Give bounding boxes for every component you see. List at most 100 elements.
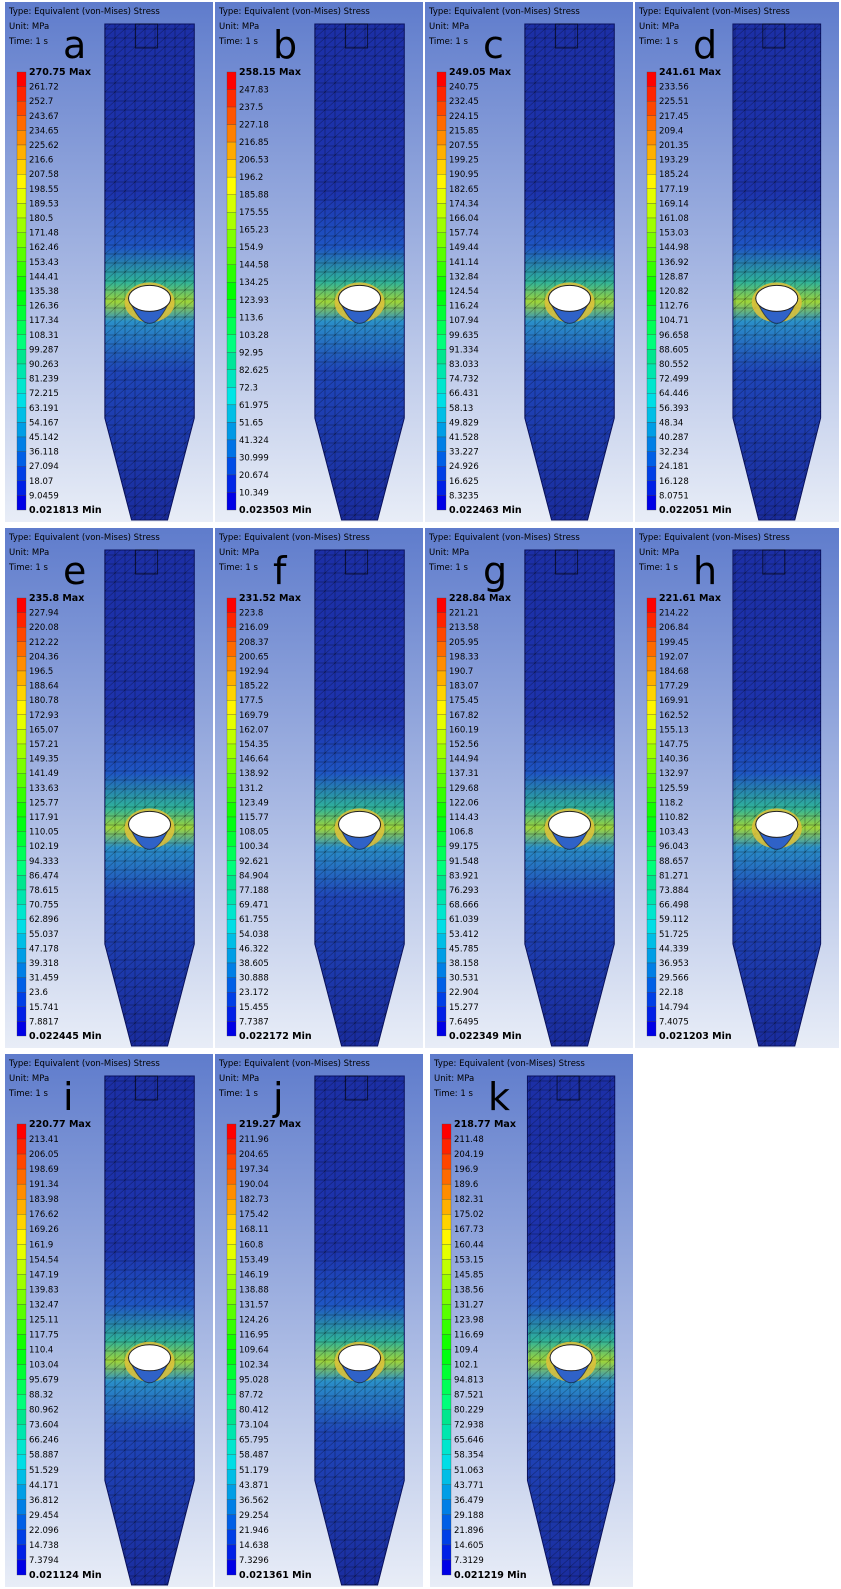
legend-label: 7.4075 xyxy=(659,1017,689,1027)
legend-swatch xyxy=(437,364,446,379)
legend-swatch xyxy=(227,1485,236,1500)
legend-label: 131.27 xyxy=(454,1300,484,1310)
legend-label: 206.53 xyxy=(239,156,269,166)
legend-label: 154.54 xyxy=(29,1255,59,1265)
legend-label: 99.635 xyxy=(449,331,479,341)
legend-label: 182.31 xyxy=(454,1195,484,1205)
legend-label: 146.19 xyxy=(239,1270,269,1280)
legend-label: 177.19 xyxy=(659,185,689,195)
legend-swatch xyxy=(17,291,26,306)
legend-label: 125.77 xyxy=(29,798,59,808)
legend-swatch xyxy=(17,759,26,774)
legend-label: 108.05 xyxy=(239,828,269,838)
result-time: Time: 1 s xyxy=(428,563,468,573)
result-unit: Unit: MPa xyxy=(219,22,259,32)
legend-swatch xyxy=(437,393,446,408)
result-unit: Unit: MPa xyxy=(219,1074,259,1084)
legend-label: 180.78 xyxy=(29,696,59,706)
legend-swatch xyxy=(227,352,236,370)
legend-swatch xyxy=(227,1425,236,1440)
legend-swatch xyxy=(647,364,656,379)
result-unit: Unit: MPa xyxy=(429,548,469,558)
legend-label: 36.118 xyxy=(29,448,59,458)
result-type: Type: Equivalent (von-Mises) Stress xyxy=(218,7,370,17)
legend-label: 15.277 xyxy=(449,1003,479,1013)
specimen-mesh xyxy=(105,1076,194,1585)
legend-swatch xyxy=(17,1169,26,1184)
legend-label: 68.666 xyxy=(449,901,479,911)
legend-label: 110.05 xyxy=(29,828,59,838)
legend-label: 117.34 xyxy=(29,316,59,326)
legend-label: 209.4 xyxy=(659,126,683,136)
legend-label: 92.95 xyxy=(239,348,263,358)
legend-swatch xyxy=(437,715,446,730)
legend-label: 41.528 xyxy=(449,433,479,443)
legend-swatch xyxy=(437,978,446,993)
panel-letter: c xyxy=(483,23,504,67)
legend-swatch xyxy=(437,1007,446,1022)
legend-swatch xyxy=(647,686,656,701)
legend-swatch xyxy=(647,422,656,437)
legend-swatch xyxy=(647,101,656,116)
legend-swatch xyxy=(442,1199,451,1214)
legend-swatch xyxy=(17,846,26,861)
legend-label: 167.82 xyxy=(449,711,479,721)
legend-label: 249.05 Max xyxy=(449,67,511,78)
legend-swatch xyxy=(227,1365,236,1380)
legend-label: 51.179 xyxy=(239,1466,269,1476)
legend-label: 175.02 xyxy=(454,1210,484,1220)
legend-swatch xyxy=(227,1380,236,1395)
legend-swatch xyxy=(437,817,446,832)
legend-label: 139.83 xyxy=(29,1285,59,1295)
legend-label: 7.7387 xyxy=(239,1017,269,1027)
legend-label: 211.96 xyxy=(239,1135,269,1145)
legend-label: 136.92 xyxy=(659,258,689,268)
legend-label: 80.412 xyxy=(239,1406,269,1416)
legend-label: 182.73 xyxy=(239,1195,269,1205)
legend-label: 160.19 xyxy=(449,725,479,735)
legend-label: 219.27 Max xyxy=(239,1119,301,1130)
legend-swatch xyxy=(17,218,26,233)
legend-swatch xyxy=(442,1560,451,1575)
legend-swatch xyxy=(227,1007,236,1022)
legend-label: 103.04 xyxy=(29,1361,59,1371)
legend-label: 221.61 Max xyxy=(659,593,721,604)
legend-swatch xyxy=(17,656,26,671)
legend-label: 172.93 xyxy=(29,711,59,721)
legend-label: 192.07 xyxy=(659,652,689,662)
legend-label: 33.227 xyxy=(449,448,479,458)
legend-swatch xyxy=(17,1021,26,1036)
legend-label: 115.77 xyxy=(239,813,269,823)
legend-label: 15.455 xyxy=(239,1003,269,1013)
legend-label: 189.53 xyxy=(29,199,59,209)
legend-swatch xyxy=(227,457,236,475)
legend-label: 191.34 xyxy=(29,1180,59,1190)
result-type: Type: Equivalent (von-Mises) Stress xyxy=(8,1059,160,1069)
legend-label: 100.34 xyxy=(239,842,269,852)
legend-swatch xyxy=(227,1395,236,1410)
result-unit: Unit: MPa xyxy=(9,1074,49,1084)
legend-swatch xyxy=(437,861,446,876)
legend-label: 44.339 xyxy=(659,944,689,954)
legend-swatch xyxy=(647,963,656,978)
legend-label: 73.604 xyxy=(29,1421,59,1431)
result-panel: Type: Equivalent (von-Mises) StressUnit:… xyxy=(5,2,213,522)
result-type: Type: Equivalent (von-Mises) Stress xyxy=(8,533,160,543)
legend-label: 80.552 xyxy=(659,360,689,370)
legend-swatch xyxy=(647,145,656,160)
legend-swatch xyxy=(437,613,446,628)
legend-swatch xyxy=(647,832,656,847)
legend-label: 138.88 xyxy=(239,1285,269,1295)
panel-letter: a xyxy=(63,23,86,67)
legend-label: 185.88 xyxy=(239,191,269,201)
legend-swatch xyxy=(647,247,656,262)
legend-label: 77.188 xyxy=(239,886,269,896)
legend-label: 83.921 xyxy=(449,871,479,881)
legend-swatch xyxy=(647,87,656,102)
legend-swatch xyxy=(227,405,236,423)
legend-label: 0.021813 Min xyxy=(29,505,102,516)
legend-swatch xyxy=(227,387,236,405)
specimen-mesh xyxy=(315,550,404,1046)
result-panel: Type: Equivalent (von-Mises) Stress Unit:… xyxy=(5,1054,213,1587)
legend-label: 24.926 xyxy=(449,462,479,472)
